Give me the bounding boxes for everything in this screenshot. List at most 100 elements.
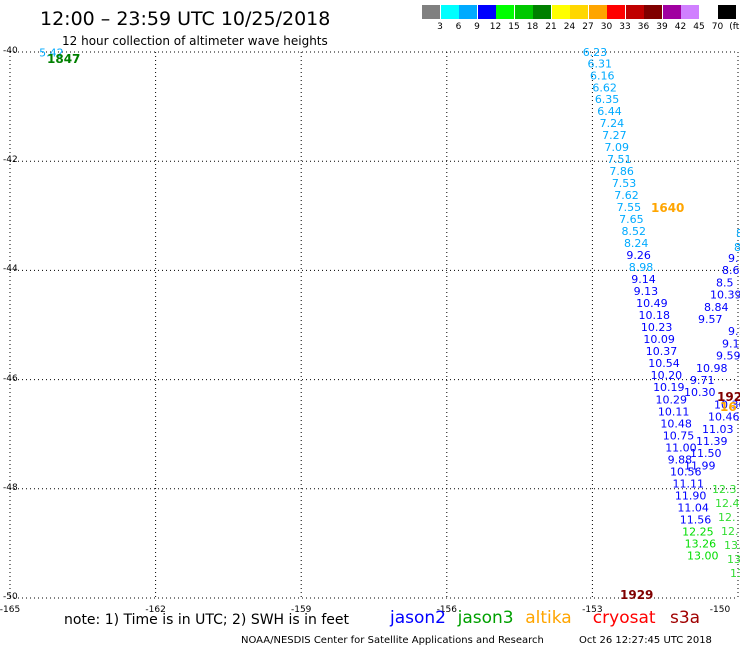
wave-height-value: 10.23: [641, 321, 673, 334]
wave-height-value: 9.10: [728, 325, 740, 338]
color-swatch-label: 15: [508, 22, 520, 32]
color-swatch-label: (ft): [729, 22, 740, 32]
color-swatch: [588, 5, 607, 19]
legend-altika: altika: [525, 608, 572, 628]
legend-jason2: jason2: [390, 608, 446, 628]
pass-time-label: 1640: [651, 201, 684, 215]
wave-height-value: 7.86: [609, 165, 634, 178]
wave-height-value: 9.71: [690, 374, 715, 387]
wave-height-value: 10.46: [708, 411, 740, 424]
wave-height-value: 10.09: [643, 333, 675, 346]
wave-height-value: 11.39: [696, 435, 728, 448]
wave-height-value: 13.: [730, 567, 740, 580]
wave-height-value: 10.37: [646, 345, 678, 358]
color-swatch: [533, 5, 551, 19]
color-swatch-label: 6: [455, 22, 462, 32]
color-swatch: [477, 5, 496, 19]
wave-height-value: 6.31: [588, 57, 613, 70]
wave-height-value: 7.55: [617, 201, 642, 214]
longitude-label: -153: [582, 605, 603, 615]
wave-height-value: 10.54: [648, 357, 680, 370]
color-swatch: [625, 5, 644, 19]
wave-height-value: 11.04: [677, 501, 709, 514]
wave-height-value: 10.11: [658, 405, 690, 418]
wave-height-value: 6.44: [597, 105, 622, 118]
wave-height-value: 11.99: [684, 459, 716, 472]
latitude-label: -50: [3, 592, 18, 602]
color-swatch: [459, 5, 477, 19]
color-swatch-label: 45: [693, 22, 705, 32]
wave-height-value: 11.50: [690, 447, 722, 460]
wave-height-value: 7.53: [612, 177, 637, 190]
wave-height-value: 8.5: [716, 276, 734, 289]
wave-height-value: 12.25: [682, 525, 714, 538]
map-title: 12:00 – 23:59 UTC 10/25/2018: [40, 8, 331, 30]
color-swatch: [644, 5, 662, 19]
wave-height-value: 6.23: [583, 46, 608, 59]
wave-height-value: 8.52: [622, 225, 647, 238]
wave-height-value: 10.36: [714, 398, 740, 411]
color-swatch-label: 39: [656, 22, 668, 32]
legend-s3a: s3a: [670, 608, 701, 628]
color-swatch: [551, 5, 570, 19]
wave-height-value: 10.39: [710, 289, 740, 302]
wave-height-value: 9.12: [722, 337, 740, 350]
wave-height-value: 7.24: [600, 117, 625, 130]
latitude-label: -44: [3, 264, 18, 275]
pass-time-label: 192: [717, 390, 740, 404]
wave-height-value: 10.29: [655, 393, 687, 406]
wave-height-value: 12.: [721, 525, 739, 538]
wave-height-value: 11.56: [680, 513, 712, 526]
generation-timestamp: Oct 26 12:27:45 UTC 2018: [579, 635, 712, 646]
color-swatch: [607, 5, 625, 19]
map-subtitle: 12 hour collection of altimeter wave hei…: [62, 34, 328, 48]
color-swatch-label: 42: [674, 22, 687, 32]
wave-height-value: 9.57: [698, 313, 723, 326]
wave-height-value: 13.26: [685, 537, 717, 550]
wave-height-value: 8.24: [624, 237, 649, 250]
latitude-label: -40: [3, 46, 18, 56]
color-swatch: [662, 5, 681, 19]
wave-height-value: 7.62: [614, 189, 639, 202]
color-swatch-label: 36: [637, 22, 650, 32]
longitude-label: -156: [436, 605, 458, 615]
wave-height-value: 13.: [727, 553, 740, 566]
color-swatch-label: 21: [545, 22, 557, 32]
longitude-label: -162: [145, 605, 166, 615]
color-swatch-label: 33: [619, 22, 631, 32]
legend-jason3: jason3: [457, 608, 514, 628]
wave-height-value: 8.6: [722, 264, 740, 277]
wave-height-value: 10.48: [660, 417, 692, 430]
color-swatch: [681, 5, 699, 19]
longitude-label: -165: [0, 605, 21, 615]
color-swatch-label: 30: [600, 22, 613, 32]
color-swatch-label: 70: [711, 22, 724, 32]
wave-height-value: 9.13: [634, 285, 659, 298]
color-swatch: [496, 5, 514, 19]
color-swatch: [570, 5, 588, 19]
wave-height-value: 12.: [718, 511, 736, 524]
wave-height-value: 8.98: [629, 261, 654, 274]
wave-height-value: 9.88: [668, 453, 693, 466]
wave-height-value: 10.98: [696, 362, 728, 375]
color-swatch: [718, 5, 736, 19]
wave-height-value: 11.03: [702, 423, 734, 436]
wave-height-value: 12.3: [712, 483, 737, 496]
pass-time-label: 1847: [47, 52, 80, 66]
color-swatch: [440, 5, 459, 19]
color-swatch-label: 24: [563, 22, 576, 32]
wave-height-value: 11.11: [672, 477, 704, 490]
wave-height-value: 10.56: [670, 465, 702, 478]
wave-height-value: 9.: [728, 252, 739, 265]
wave-height-value: 11.90: [675, 489, 707, 502]
wave-height-value: 13.00: [687, 549, 719, 562]
color-swatch: [422, 5, 440, 19]
wave-height-value: 10.20: [651, 369, 683, 382]
wave-height-value: 9.59: [716, 350, 740, 363]
wave-height-value: 7.51: [607, 153, 632, 166]
wave-height-value: 6.16: [590, 69, 615, 82]
wave-height-value: 7.09: [605, 141, 630, 154]
wave-height-value: 5.42: [39, 47, 64, 60]
